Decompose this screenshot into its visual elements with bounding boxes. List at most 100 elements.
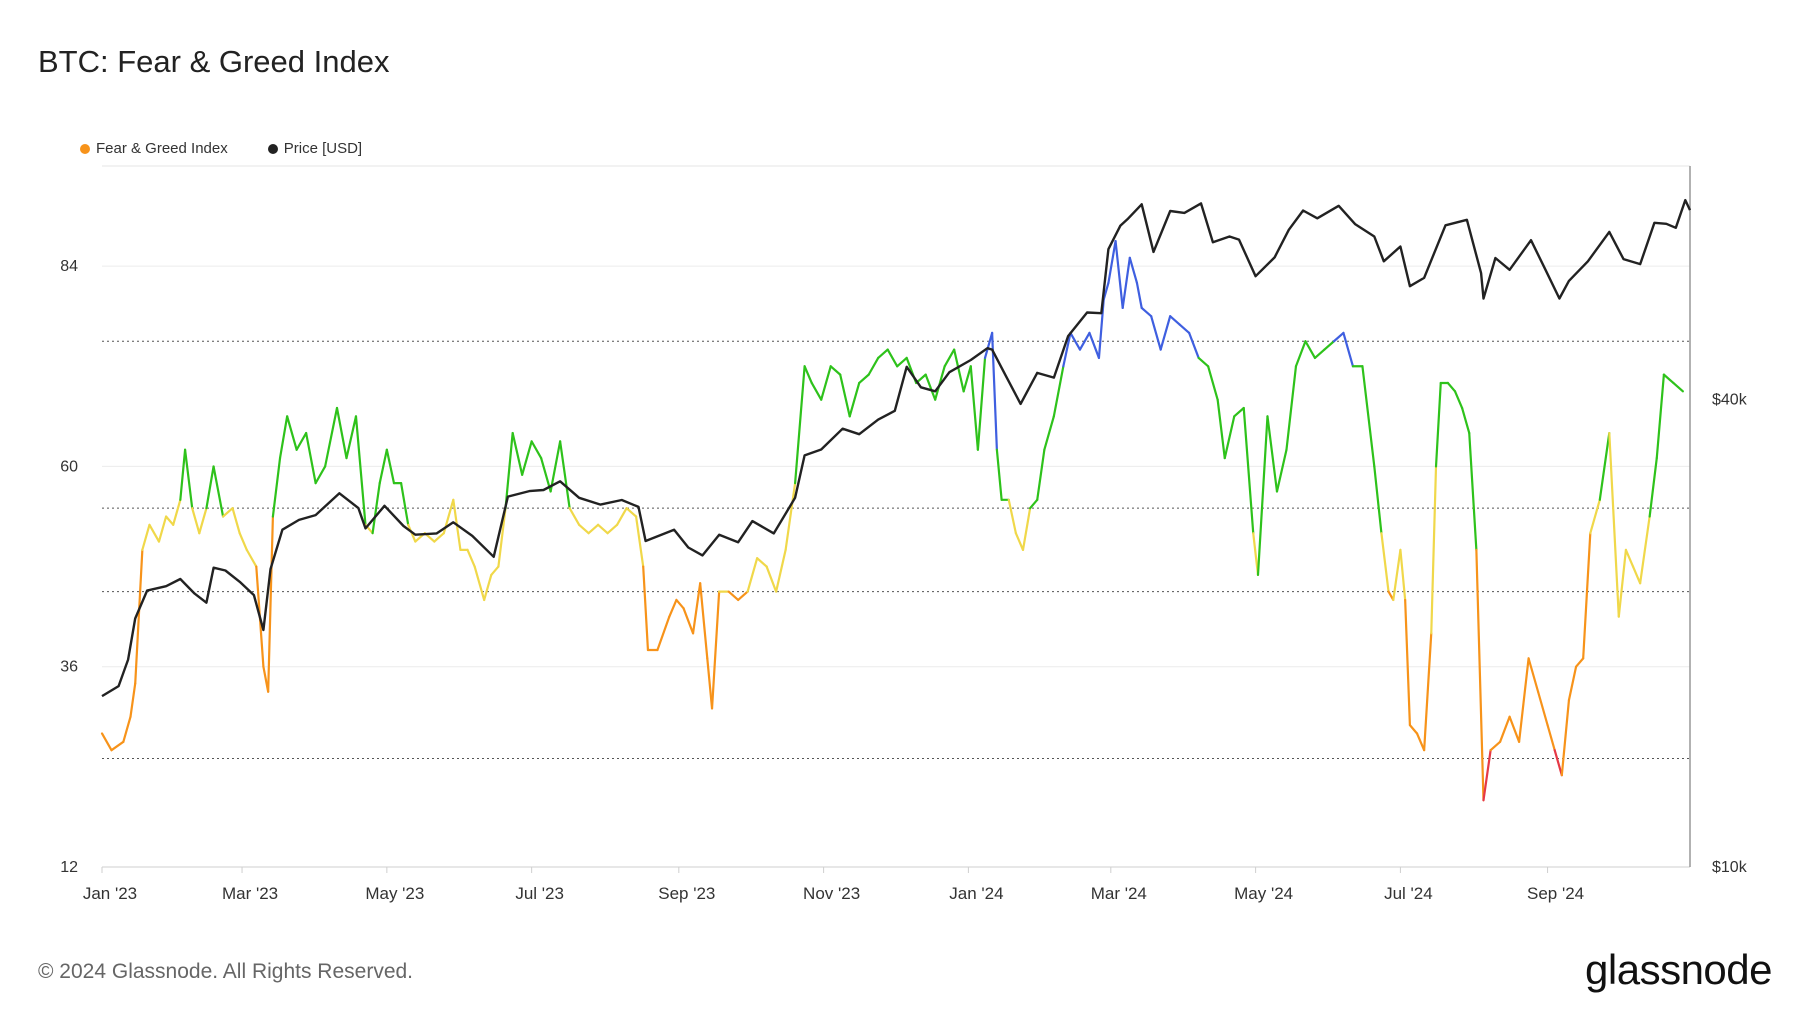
fear-greed-segment	[473, 565, 486, 602]
fear-greed-segment	[198, 507, 208, 535]
fear-greed-segment	[1052, 365, 1065, 418]
fear-greed-segment	[839, 373, 851, 418]
fear-greed-segment	[995, 448, 1003, 501]
fear-greed-segment	[134, 548, 144, 685]
price-line	[101, 198, 1692, 698]
fear-greed-segment	[1536, 690, 1549, 727]
fear-greed-segment	[1546, 724, 1556, 752]
fear-greed-segment	[1560, 698, 1571, 777]
fear-greed-segment	[1527, 657, 1540, 693]
fear-greed-segment	[820, 365, 832, 401]
fear-greed-segment	[1114, 240, 1124, 309]
fear-greed-segment	[559, 440, 571, 510]
fear-greed-segment	[295, 431, 308, 451]
fear-greed-segment	[1294, 340, 1307, 368]
fear-greed-segment	[943, 348, 956, 368]
page-title: BTC: Fear & Greed Index	[38, 44, 390, 79]
fear-greed-segment	[1216, 398, 1226, 460]
fear-greed-segment	[324, 406, 339, 468]
x-tick-label: Jan '23	[83, 884, 137, 903]
fear-greed-segment	[511, 431, 524, 476]
fear-greed-segment	[634, 515, 645, 568]
fear-greed-segment	[976, 356, 987, 451]
fear-greed-segment	[1617, 548, 1628, 618]
fear-greed-segment	[212, 465, 225, 518]
fear-greed-segment	[756, 557, 768, 568]
fear-greed-segment	[675, 598, 685, 610]
fear-greed-segment	[1461, 406, 1471, 435]
fear-greed-series	[100, 240, 1684, 802]
fear-greed-segment	[656, 615, 671, 652]
fear-greed-segment	[221, 507, 234, 518]
fear-greed-segment	[1446, 381, 1457, 393]
fear-greed-segment	[129, 682, 137, 718]
fear-greed-segment	[122, 715, 132, 743]
y-left-tick-label: 60	[60, 458, 78, 475]
fear-greed-segment	[1169, 315, 1181, 326]
x-tick-label: Sep '23	[658, 884, 715, 903]
fear-greed-segment	[668, 598, 678, 618]
fear-greed-segment	[1036, 448, 1046, 501]
legend-item-price[interactable]: Price [USD]	[267, 140, 362, 157]
fear-greed-segment	[706, 657, 714, 710]
fear-greed-segment	[1207, 365, 1219, 401]
x-tick-label: Nov '23	[803, 884, 860, 903]
fear-greed-segment	[504, 431, 514, 510]
fear-greed-segment	[1434, 381, 1442, 468]
fear-greed-segment	[1489, 740, 1502, 752]
fear-greed-segment	[568, 507, 581, 526]
fear-greed-segment	[345, 415, 358, 460]
fear-greed-segment	[1482, 749, 1492, 802]
x-tick-label: Jul '24	[1384, 884, 1433, 903]
fear-greed-segment	[1021, 507, 1032, 551]
fear-greed-segment	[371, 482, 381, 535]
fear-greed-segment	[1408, 724, 1419, 735]
fear-greed-segment	[969, 365, 979, 451]
fear-greed-segment	[1415, 732, 1426, 752]
fear-greed-segment	[378, 448, 388, 485]
x-tick-label: Mar '24	[1091, 884, 1147, 903]
fear-greed-segment	[1188, 331, 1200, 360]
y-left-tick-label: 12	[60, 859, 78, 876]
glassnode-logo: glassnode	[1585, 946, 1772, 993]
y-left-tick-label: 36	[60, 659, 78, 676]
fear-greed-segment	[164, 515, 175, 526]
copyright-text: © 2024 Glassnode. All Rights Reserved.	[38, 960, 414, 983]
fear-greed-segment	[1380, 532, 1390, 593]
fear-greed-segment	[530, 440, 543, 460]
x-tick-label: May '23	[365, 884, 424, 903]
fear-greed-segment	[354, 415, 367, 526]
x-tick-label: Sep '24	[1527, 884, 1584, 903]
fear-greed-segment	[1007, 498, 1017, 535]
fear-greed-segment	[1150, 315, 1162, 351]
fear-greed-segment	[1574, 657, 1585, 668]
y-right-tick-label: $40k	[1712, 392, 1748, 409]
fear-greed-segment	[810, 381, 823, 401]
fear-greed-segment	[399, 482, 410, 526]
fear-greed-segment	[642, 565, 650, 652]
fear-greed-segment	[1304, 340, 1317, 360]
y-left-tick-label: 84	[60, 258, 78, 275]
fear-greed-segment	[1655, 373, 1665, 460]
legend-item-fear-greed[interactable]: Fear & Greed Index	[80, 140, 228, 157]
fear-greed-segment	[1285, 365, 1298, 451]
y-right-tick-label: $10k	[1712, 859, 1748, 876]
fear-greed-segment	[1430, 465, 1438, 635]
legend-dot-fear-greed	[80, 143, 90, 154]
fear-greed-segment	[886, 348, 899, 368]
fear-greed-segment	[737, 590, 749, 602]
fear-greed-segment	[157, 515, 168, 543]
fear-greed-segment	[983, 331, 994, 360]
fear-greed-segment	[100, 732, 113, 752]
fear-greed-segment	[1102, 281, 1110, 301]
fear-greed-segment	[1392, 548, 1402, 602]
fear-greed-segment	[179, 448, 187, 501]
fear-greed-segment	[1648, 456, 1658, 518]
fear-greed-segment	[1567, 665, 1578, 702]
fear-greed-segment	[335, 406, 348, 460]
fear-greed-segment	[615, 507, 628, 526]
fear-greed-segment	[433, 532, 445, 543]
fear-greed-segment	[962, 365, 972, 393]
fear-greed-segment	[691, 582, 702, 635]
fear-greed-segment	[483, 573, 493, 602]
